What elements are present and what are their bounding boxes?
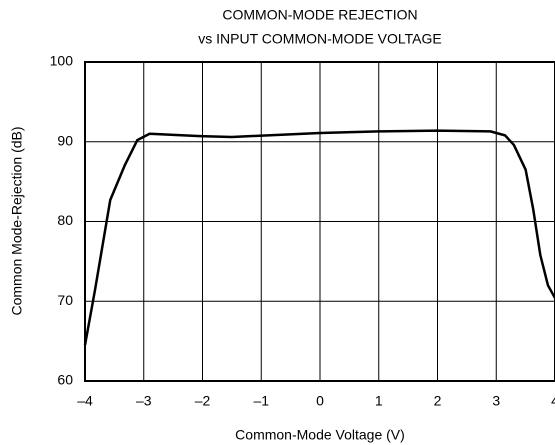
x-tick-label: 1	[375, 393, 383, 409]
chart-title: COMMON-MODE REJECTION	[222, 7, 417, 23]
chart-title: vs INPUT COMMON-MODE VOLTAGE	[198, 31, 441, 47]
y-tick-label: 100	[50, 53, 74, 69]
y-axis-label: Common Mode-Rejection (dB)	[9, 126, 25, 315]
plot-frame	[84, 61, 555, 382]
y-tick-label: 90	[57, 132, 73, 148]
y-tick-label: 80	[57, 212, 73, 228]
x-tick-label: –2	[195, 393, 211, 409]
x-tick-label: 2	[434, 393, 442, 409]
x-tick-label: –4	[77, 393, 93, 409]
x-tick-label: –1	[253, 393, 269, 409]
x-tick-label: 0	[316, 393, 324, 409]
data-line	[83, 129, 555, 346]
x-tick-label: –3	[136, 393, 152, 409]
x-axis-label: Common-Mode Voltage (V)	[235, 427, 405, 443]
x-tick-label: 3	[492, 393, 500, 409]
y-tick-label: 70	[57, 292, 73, 308]
x-tick-label: 4	[551, 393, 555, 409]
y-tick-label: 60	[57, 372, 73, 388]
